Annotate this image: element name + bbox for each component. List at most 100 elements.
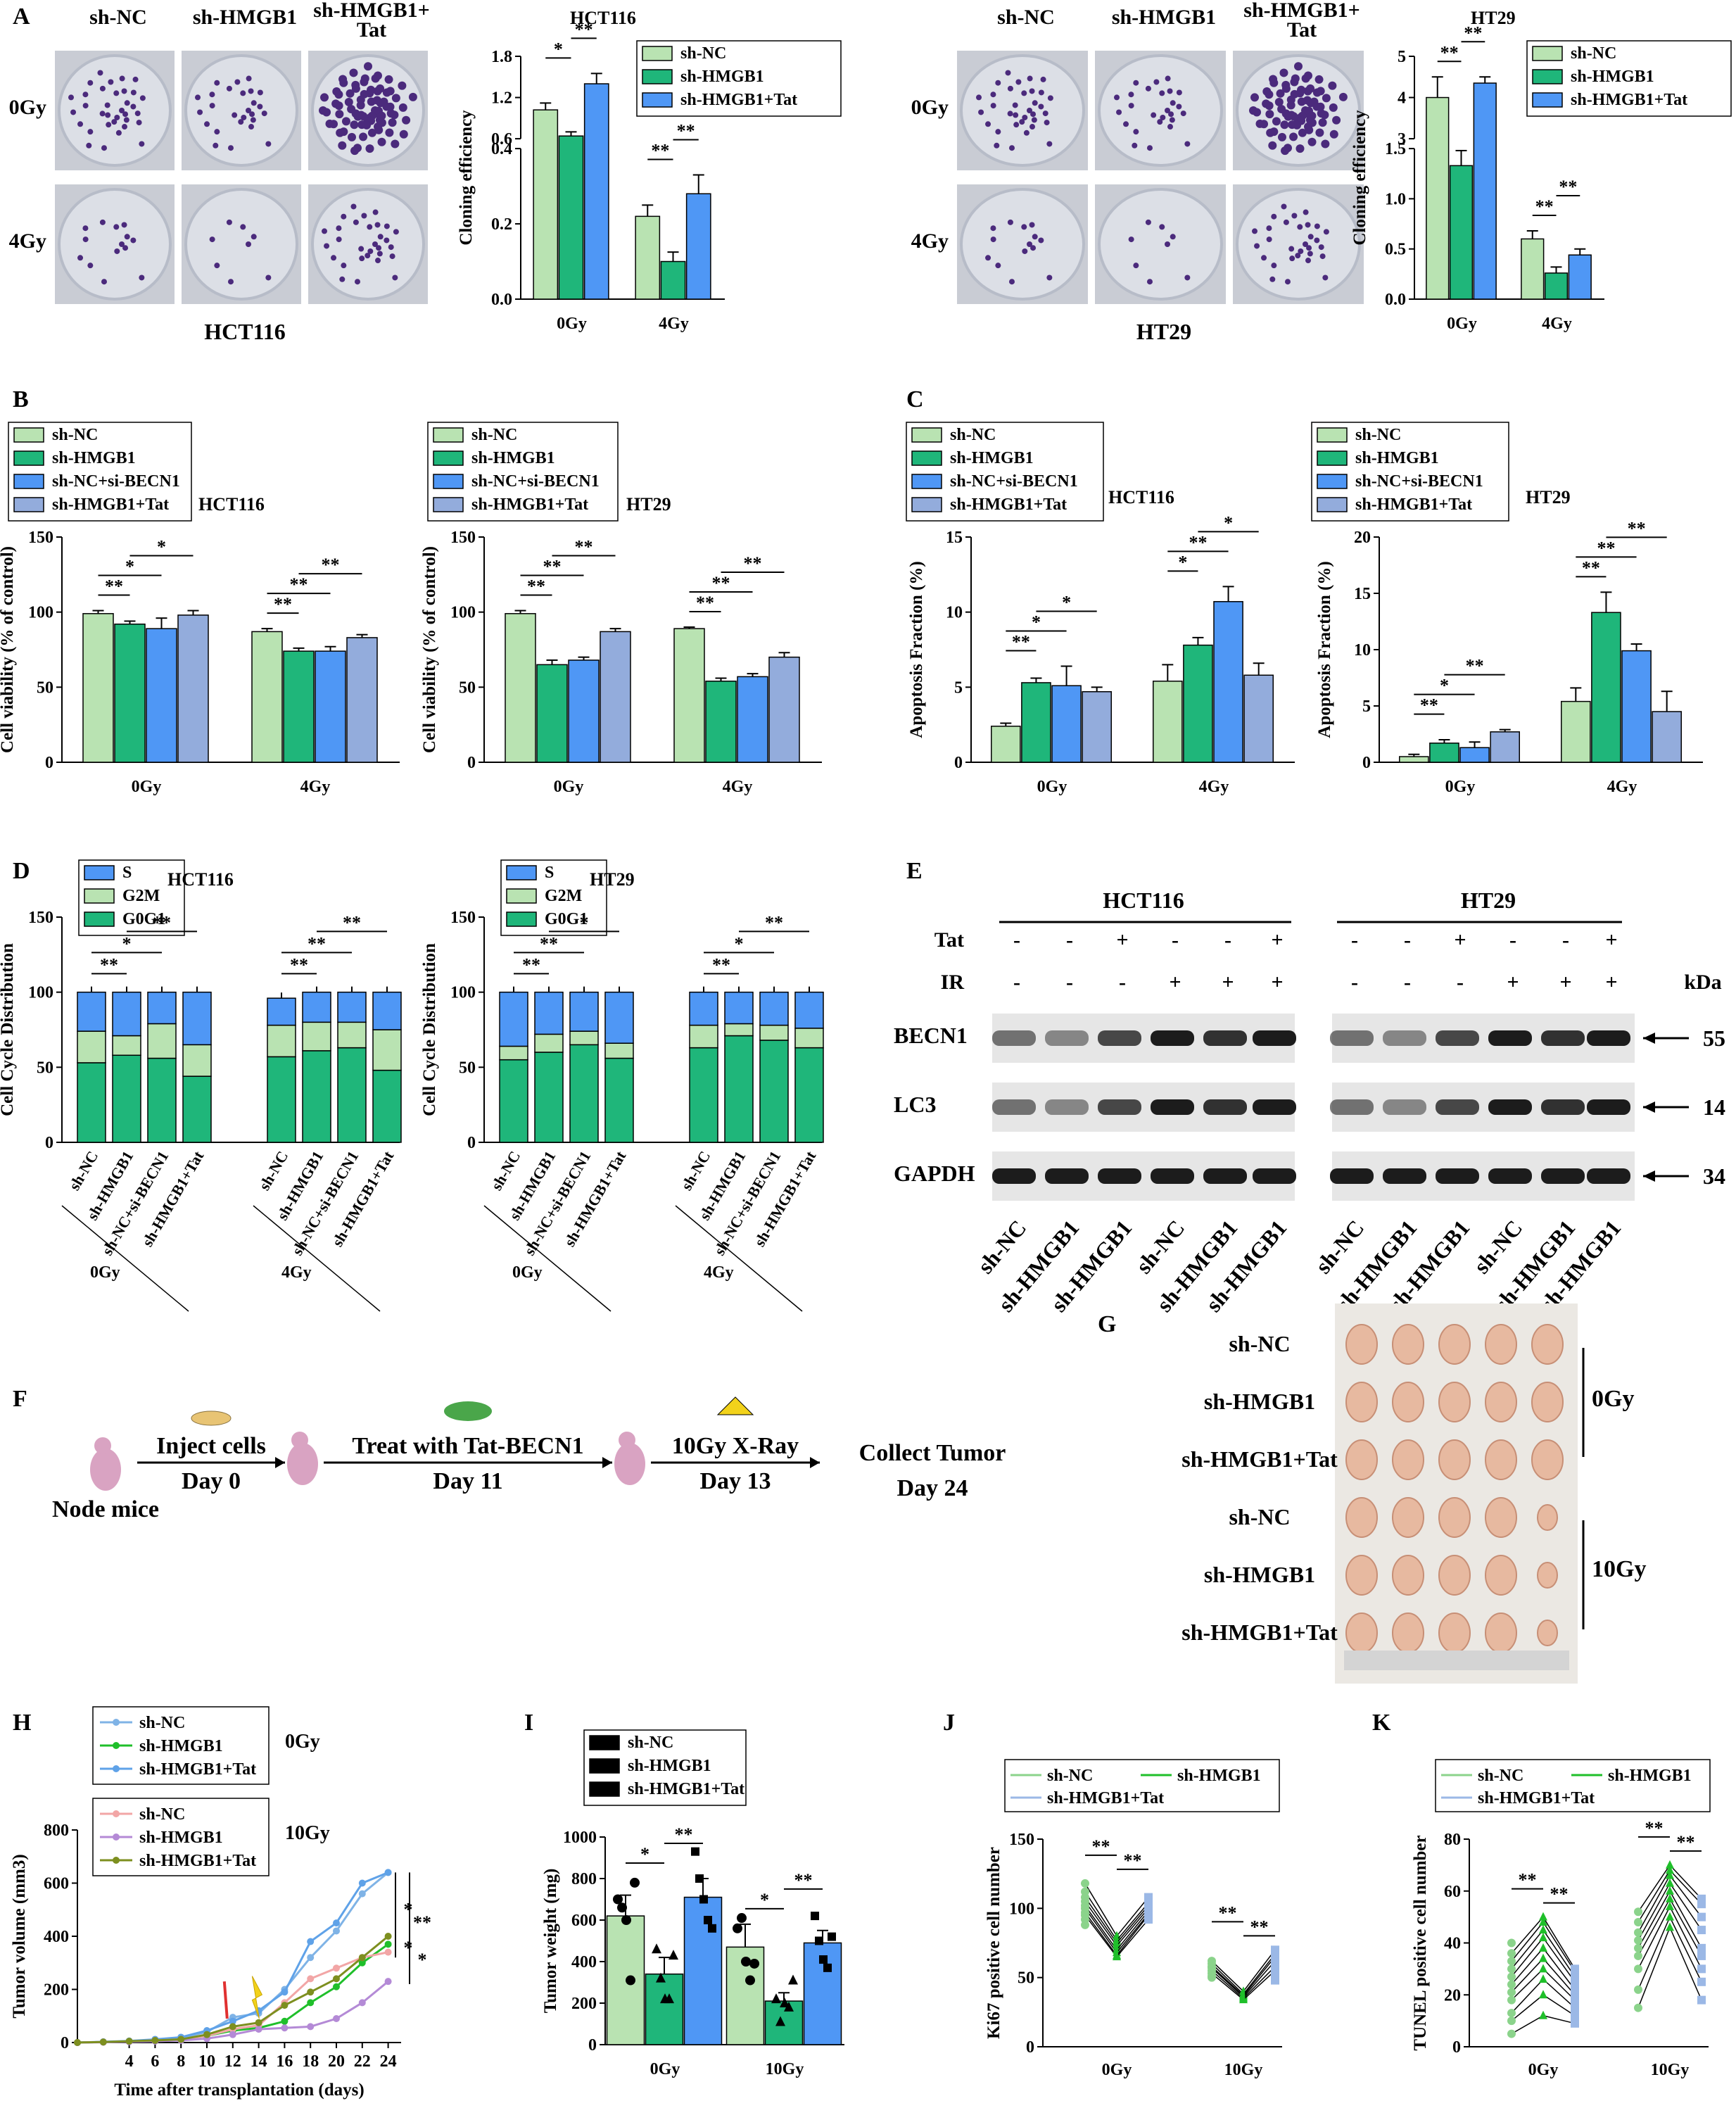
panel-e-tat-sign: -	[1351, 928, 1358, 952]
data-point	[699, 1895, 708, 1904]
panel-a-ht29-colony	[1261, 255, 1267, 261]
panel-e-band	[1330, 1168, 1374, 1184]
panel-a-ht29-colony	[1268, 141, 1277, 150]
y-tick-label: 800	[571, 1870, 597, 1888]
significance-mark: **	[677, 121, 695, 141]
panel-k-legend-label: sh-HMGB1+Tat	[1478, 1789, 1595, 1807]
panel-a-hct116-colony	[376, 251, 383, 257]
significance-mark: **	[1189, 532, 1207, 553]
significance-mark: **	[1628, 518, 1646, 538]
panel-j-pair-line	[1084, 1883, 1117, 1937]
panel-a-hct116-colony	[377, 118, 386, 127]
legend-a1-label: sh-HMGB1+Tat	[680, 91, 797, 109]
dish-icon	[191, 1410, 232, 1426]
panel-g-tumor	[1531, 1324, 1564, 1365]
legend-d1-label: S	[122, 864, 132, 882]
panel-a-hct116-colony	[238, 119, 244, 125]
panel-k-pair-line	[1637, 1869, 1671, 1923]
panel-a-ht29-colony	[1277, 105, 1286, 114]
panel-f-step-day: Day 13	[699, 1468, 771, 1494]
panel-k-pair-line	[1542, 1948, 1576, 1990]
panel-a-ht29-colony	[1289, 132, 1298, 141]
panel-a-hct116-colony	[325, 119, 334, 128]
legend-a2-swatch	[1532, 92, 1563, 108]
panel-a-ht29-colony	[1008, 145, 1015, 151]
panel-a-hct116-colony	[226, 85, 232, 91]
panel-a-hct116-colony	[113, 90, 120, 96]
panel-d-hct116-significance-mark: **	[290, 954, 308, 975]
panel-k-point	[1571, 1985, 1579, 1994]
panel-k-x-tick-label: 0Gy	[1528, 2061, 1559, 2079]
panel-h-inject-arrow	[222, 1981, 229, 2019]
panel-k-pair-line	[1542, 2015, 1576, 2024]
legend-b1-label: sh-NC	[52, 426, 98, 444]
panel-a-hct116-colony	[214, 80, 220, 86]
panel-a-ht29-colony	[1030, 245, 1037, 251]
panel-letter-e: E	[906, 858, 923, 884]
panel-d-hct116-significance-mark: **	[153, 912, 171, 933]
chart-title: HT29	[1471, 8, 1516, 28]
bar-sh-HMGB1+Tat	[685, 193, 711, 300]
panel-e-ir-sign: -	[1457, 971, 1464, 994]
panel-a-hct116-colony	[261, 111, 267, 117]
panel-a-ht29-colony	[1266, 128, 1275, 137]
panel-e-band	[1383, 1099, 1426, 1115]
panel-k-legend-label: sh-NC	[1478, 1767, 1523, 1785]
data-point	[664, 1993, 674, 2004]
panel-a-ht29-colony	[1012, 102, 1018, 108]
data-point	[621, 1915, 631, 1925]
mouse-icon	[90, 1448, 121, 1491]
panel-h-legend-label: sh-NC	[139, 1805, 185, 1824]
panel-a-ht29-colony	[1250, 93, 1260, 102]
panel-j-pair-line	[1211, 1970, 1244, 1999]
panel-g-tumor	[1392, 1497, 1424, 1538]
panel-a-hct116-colony	[227, 279, 234, 285]
panel-g-tumor	[1438, 1439, 1471, 1480]
panel-a-hct116-colony	[341, 263, 347, 269]
panel-h-point	[151, 2036, 159, 2044]
panel-a-ht29-colony	[995, 80, 1001, 86]
panel-d-hct116-bar-S	[337, 991, 367, 1023]
y-tick-label: 15	[946, 529, 963, 547]
panel-a-ht29-colony	[1038, 237, 1044, 244]
x-tick-label: 0Gy	[1445, 778, 1476, 796]
legend-c1-swatch	[911, 427, 942, 443]
legend-d2-swatch	[506, 911, 537, 927]
panel-d-ht29-bar-G0G1	[604, 1057, 634, 1143]
panel-e-band	[1383, 1030, 1426, 1046]
bar-sh-NC+si-BECN1	[146, 628, 177, 763]
panel-a-hct116-colony	[344, 97, 353, 106]
panel-e-tat-sign: +	[1271, 928, 1283, 952]
panel-k-point	[1634, 1985, 1642, 1994]
panel-k-pair-line	[1669, 1864, 1702, 1900]
y-axis-label: Cell viability (% of control)	[420, 546, 439, 753]
panel-h-x-tick-label: 4	[125, 2052, 134, 2071]
panel-d-ht29-x-tick-label: sh-NC	[488, 1148, 524, 1193]
panel-e-band	[1045, 1099, 1089, 1115]
panel-k-point	[1634, 1943, 1642, 1952]
panel-j-y-tick-label: 0	[1026, 2038, 1034, 2057]
y-axis-label: Cloning efficiency	[1350, 110, 1369, 246]
panel-e-band	[1383, 1168, 1426, 1184]
panel-a-ht29-colony	[1046, 274, 1053, 281]
legend-c1-swatch	[911, 497, 942, 512]
panel-k-point	[1539, 1990, 1547, 1999]
panel-a-hct116-dish	[184, 54, 298, 167]
panel-a-ht29-colony	[1307, 111, 1317, 120]
panel-letter-d: D	[13, 858, 30, 884]
panel-g-row-label: sh-HMGB1	[1204, 1389, 1315, 1414]
panel-h-point	[384, 1948, 392, 1956]
panel-k-pair-line	[1637, 1875, 1671, 1933]
panel-a-ht29-colony	[1170, 234, 1176, 240]
panel-g-tumor	[1345, 1439, 1378, 1480]
panel-h-point	[333, 1919, 340, 1927]
panel-a-ht29-colony	[1160, 114, 1166, 120]
bar-sh-NC	[533, 109, 559, 300]
legend-i-swatch	[589, 1758, 620, 1774]
panel-h-x-tick-label: 24	[380, 2052, 397, 2071]
x-tick-label: 10Gy	[766, 2060, 804, 2078]
significance-mark: *	[1178, 552, 1187, 572]
panel-k-pair-line	[1511, 1968, 1544, 2001]
panel-a-ht29-colony	[1165, 241, 1170, 247]
significance-mark: **	[1535, 196, 1554, 217]
